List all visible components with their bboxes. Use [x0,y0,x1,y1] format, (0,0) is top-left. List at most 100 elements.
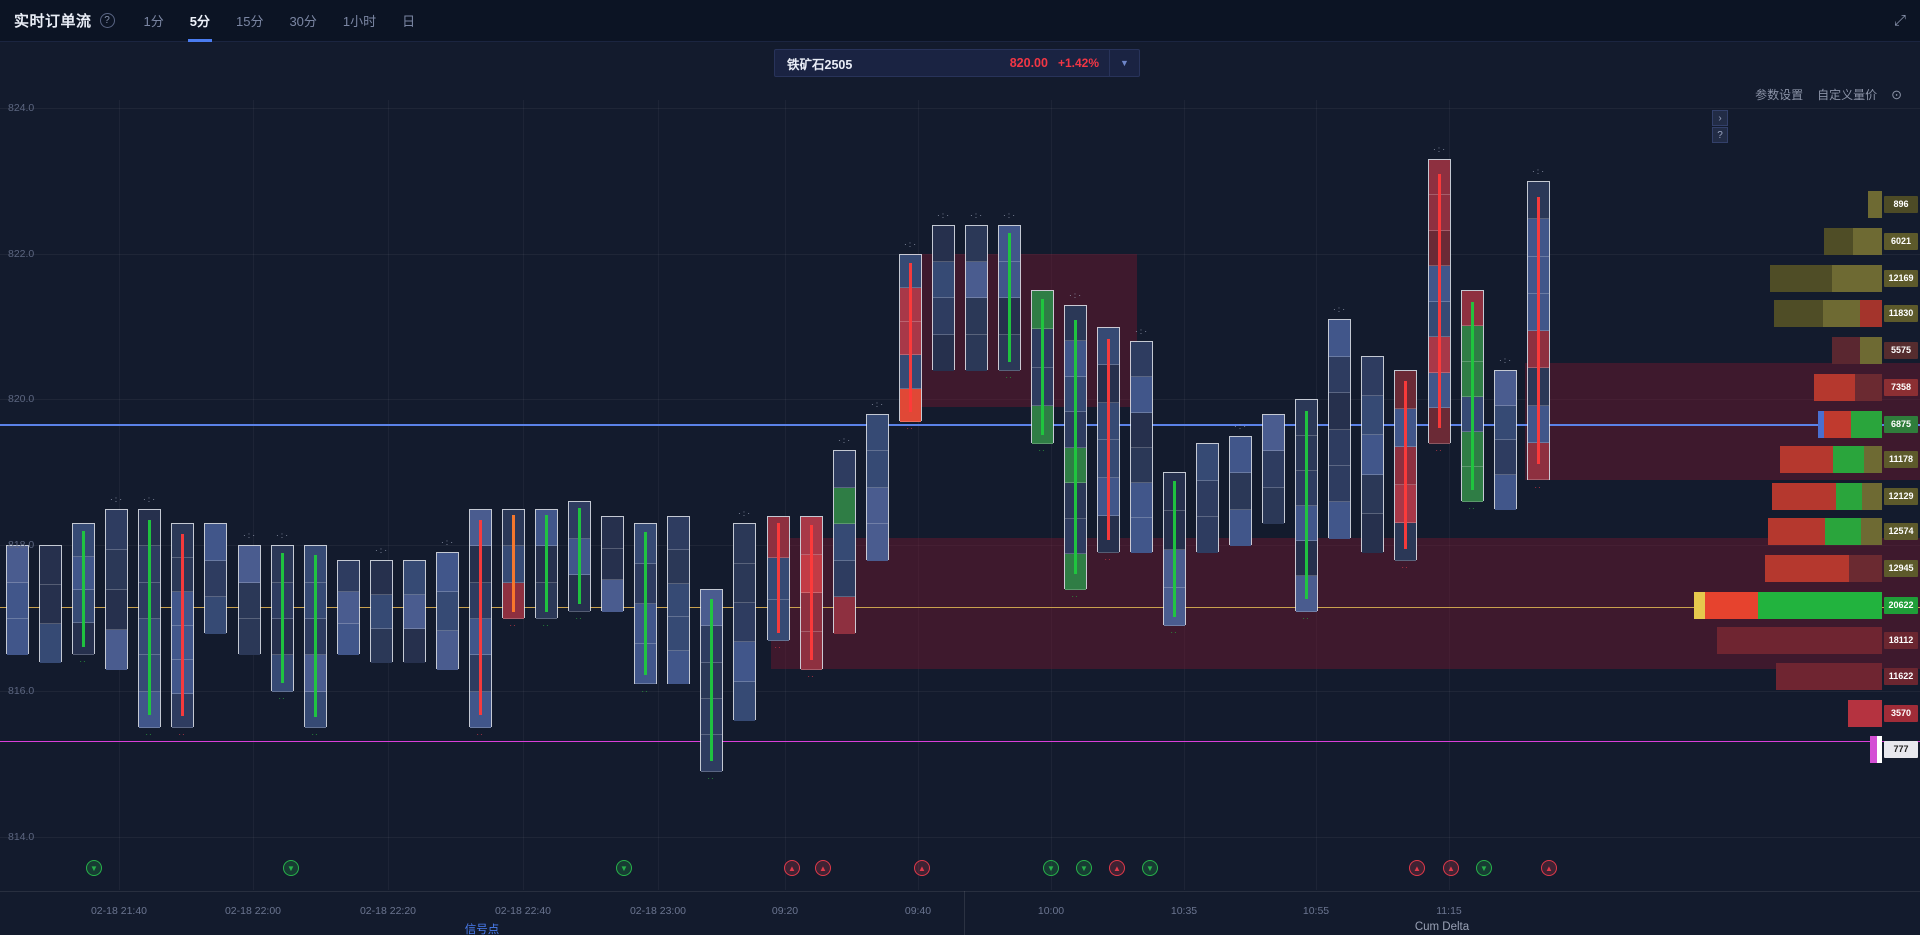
volume-profile-value: 12169 [1884,269,1918,287]
volume-profile-segment [1849,554,1882,582]
volume-profile-segment [1859,336,1882,364]
footprint-candle [799,515,823,670]
footprint-cell [965,261,987,299]
imbalance-marker: · : · [1135,327,1147,337]
footprint-cell [965,334,987,372]
footer-separator [0,891,1920,892]
imbalance-marker: · : · [937,210,949,220]
param-settings-link[interactable]: 参数设置 [1755,88,1804,102]
footprint-candle [369,559,393,663]
footprint-cell [833,487,855,525]
volume-profile-value: 12574 [1884,522,1918,540]
imbalance-marker: · : · [1003,210,1015,220]
delta-value-mark: ·· [509,620,517,630]
footprint-candle [865,413,889,561]
footprint-cell [601,516,623,549]
signal-up-icon: ▲ [914,860,930,876]
delta-value-mark: ·· [178,730,186,740]
volume-profile-segment [1818,410,1825,438]
time-gridline [523,100,524,890]
footprint-cell [1494,440,1516,476]
imbalance-marker: · : · [1433,144,1445,154]
footprint-cell [370,594,392,629]
expand-panel-button[interactable]: › [1712,110,1728,126]
footprint-cell [1130,342,1152,378]
footprint-cell [965,298,987,335]
delta-value-mark: ·· [1038,446,1046,456]
footprint-cell [6,546,28,583]
volume-profile-segment [1774,299,1823,327]
footprint-candle [766,515,790,641]
footprint-candle [997,224,1021,372]
volume-profile-bar [1772,482,1882,510]
delta-stripe [1040,298,1044,435]
custom-volume-link[interactable]: 自定义量价 [1817,88,1878,102]
delta-stripe [313,555,317,718]
footprint-cell [1130,518,1152,554]
volume-profile-value: 18112 [1884,631,1918,649]
delta-value-mark: ·· [906,424,914,434]
volume-profile-bar [1818,410,1882,438]
footprint-cell [1196,444,1218,481]
footprint-cell [1130,412,1152,448]
fullscreen-icon[interactable]: ⤢ [1893,12,1906,29]
time-axis-label: 02-18 22:40 [494,905,552,917]
tab-日[interactable]: 日 [402,14,416,29]
time-axis-label: 11:15 [1436,905,1462,917]
delta-stripe [1007,232,1011,363]
delta-stripe [776,523,780,633]
footprint-candle [270,545,294,692]
footprint-cell [1229,509,1251,547]
imbalance-marker: · : · [904,239,916,249]
tab-5分[interactable]: 5分 [177,0,223,42]
signal-down-icon: ▼ [1476,860,1492,876]
imbalance-marker: · : · [1532,166,1544,176]
volume-profile-segment [1831,264,1882,292]
footprint-cell [403,594,425,629]
imbalance-marker: · : · [1069,290,1081,300]
footprint-cell [39,546,61,585]
volume-profile-bar [1717,626,1882,654]
instrument-selector[interactable]: 铁矿石2505 820.00 +1.42% ▼ [774,49,1140,77]
footprint-cell [1494,405,1516,441]
footprint-cell [932,261,954,299]
signal-up-icon: ▲ [1409,860,1425,876]
footprint-cell [667,550,689,584]
footprint-cell [1361,435,1383,475]
footprint-candle [137,508,161,729]
footprint-cell [932,298,954,335]
volume-profile-segment [1825,517,1862,545]
side-buttons: ›? [1712,110,1728,144]
footprint-cell [601,580,623,612]
volume-profile-bar [1780,445,1882,473]
imbalance-marker: · : · [838,436,850,446]
tab-1分[interactable]: 1分 [143,14,164,29]
imbalance-marker: · : · [970,210,982,220]
footprint-cell [1262,414,1284,452]
eye-icon[interactable]: ⊙ [1891,86,1902,102]
footprint-cell [337,592,359,624]
help-panel-button[interactable]: ? [1712,127,1728,143]
footprint-cell [204,524,226,561]
price-axis-label: 818.0 [8,539,35,552]
tab-15分[interactable]: 15分 [235,14,264,29]
chevron-down-icon[interactable]: ▼ [1109,50,1139,76]
footprint-cell [833,451,855,488]
footprint-cell [1328,356,1350,394]
top-bar: 实时订单流 ? 1分 5分 15分 30分 1小时 日 ⤢ [0,0,1920,42]
footprint-candle [1195,443,1219,554]
price-axis-label: 816.0 [8,684,35,697]
volume-profile-bar [1774,299,1882,327]
tab-30分[interactable]: 30分 [289,14,317,29]
delta-value-mark: ·· [542,620,550,630]
volume-profile-segment [1822,299,1861,327]
volume-profile-segment [1705,591,1758,619]
volume-profile-segment [1862,482,1882,510]
footprint-cell [1328,429,1350,466]
help-icon[interactable]: ? [99,13,115,28]
tab-1小时[interactable]: 1小时 [342,14,377,29]
delta-value-mark: ·· [1435,446,1443,456]
signal-up-icon: ▲ [784,860,800,876]
price-gridline [0,836,1920,838]
